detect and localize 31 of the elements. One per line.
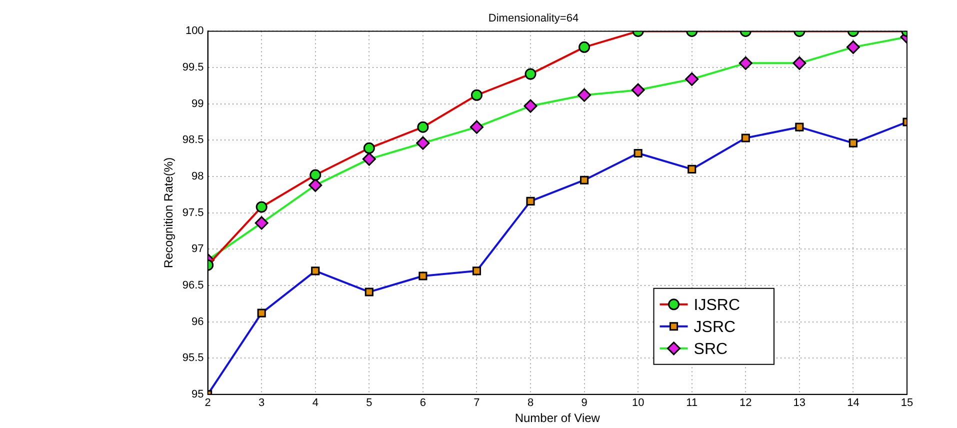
x-tick-label: 3	[258, 397, 265, 410]
x-tick-label: 11	[686, 397, 698, 410]
y-tick-label: 96	[192, 316, 204, 328]
y-tick-label: 100	[185, 25, 204, 38]
y-tick-label: 97.5	[182, 206, 204, 219]
x-tick-label: 4	[312, 397, 318, 410]
legend-label: IJSRC	[694, 296, 740, 314]
x-tick-label: 12	[740, 397, 752, 410]
x-tick-label: 5	[366, 397, 372, 410]
y-tick-label: 97	[192, 243, 204, 256]
x-tick-label: 6	[420, 397, 426, 410]
y-tick-label: 95	[192, 388, 204, 400]
legend-label: SRC	[694, 340, 728, 358]
y-tick-label: 99.5	[182, 62, 204, 74]
legend-label: JSRC	[694, 318, 736, 336]
y-tick-label: 98	[192, 170, 204, 183]
x-axis-title: Number of View	[514, 411, 600, 426]
x-tick-label: 9	[581, 397, 588, 410]
x-tick-label: 2	[204, 397, 211, 410]
x-tick-label: 8	[527, 397, 534, 410]
x-tick-label: 14	[847, 397, 860, 410]
y-tick-label: 98.5	[182, 134, 204, 146]
y-tick-label: 96.5	[182, 279, 204, 292]
y-axis-title: Recognition Rate(%)	[162, 157, 176, 268]
y-tick-label: 99	[192, 98, 204, 110]
x-tick-label: 7	[474, 397, 480, 410]
x-tick-label: 13	[793, 397, 806, 410]
chart-title: Dimensionality=64	[488, 12, 579, 25]
x-tick-label: 10	[632, 397, 644, 410]
x-tick-label: 15	[900, 397, 914, 410]
y-tick-label: 95.5	[182, 352, 204, 364]
